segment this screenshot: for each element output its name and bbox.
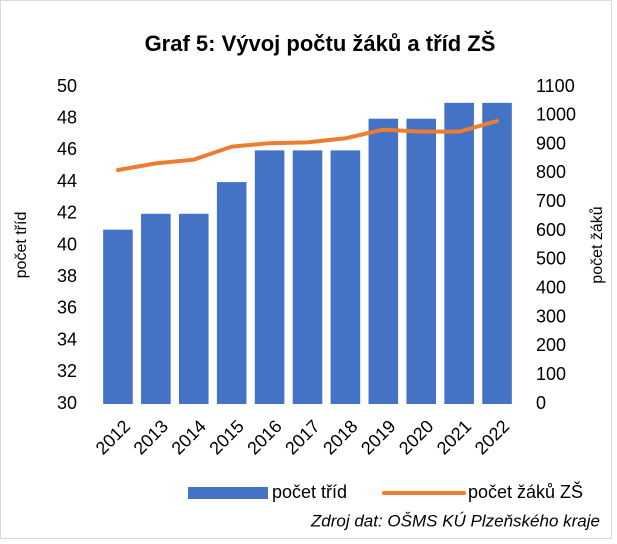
y2-tick-label: 400 <box>536 277 566 297</box>
bar <box>141 213 171 404</box>
y-tick-label: 36 <box>57 298 77 318</box>
bar <box>292 150 323 404</box>
y2-tick-label: 100 <box>536 364 566 384</box>
y2-tick-label: 800 <box>536 162 566 182</box>
y2-tick-label: 0 <box>536 393 546 413</box>
line <box>115 119 500 172</box>
y2-tick-label: 600 <box>536 220 566 240</box>
legend-label: počet žáků ZŠ <box>468 481 583 502</box>
y-tick-label: 42 <box>57 203 77 223</box>
y2-axis-label: počet žáků <box>588 206 606 283</box>
bar <box>482 102 512 404</box>
y2-tick-label: 700 <box>536 191 566 211</box>
y-tick-label: 40 <box>57 234 77 254</box>
bar <box>330 150 361 404</box>
y-axis-label: počet tříd <box>13 212 30 279</box>
bar <box>254 150 285 404</box>
y-tick-label: 46 <box>57 139 77 159</box>
bar <box>178 213 209 404</box>
bar <box>444 102 474 404</box>
y-tick-label: 30 <box>57 393 77 413</box>
y2-tick-label: 1000 <box>536 105 576 125</box>
y2-tick-label: 300 <box>536 306 566 326</box>
legend-label: počet tříd <box>272 482 347 502</box>
y-tick-label: 50 <box>57 76 77 96</box>
y-tick-label: 44 <box>57 171 77 191</box>
y-tick-label: 32 <box>57 361 77 381</box>
y2-tick-label: 1100 <box>536 76 575 96</box>
y-tick-label: 48 <box>57 107 77 127</box>
bar <box>406 118 437 404</box>
y2-tick-label: 200 <box>536 335 566 355</box>
bar <box>216 182 247 404</box>
y2-tick-label: 900 <box>536 133 566 153</box>
y2-tick-label: 500 <box>536 249 566 269</box>
bar <box>103 229 133 404</box>
y-tick-label: 38 <box>57 266 77 286</box>
chart-title: Graf 5: Vývoj počtu žáků a tříd ZŠ <box>145 31 496 56</box>
bar <box>368 118 399 404</box>
y-tick-label: 34 <box>57 329 77 349</box>
source-note: Zdroj dat: OŠMS KÚ Plzeňského kraje <box>310 511 600 530</box>
legend-swatch <box>188 487 268 499</box>
